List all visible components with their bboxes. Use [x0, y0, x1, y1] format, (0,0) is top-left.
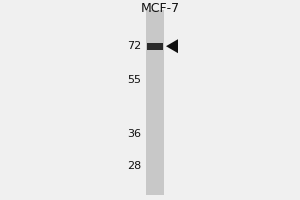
Bar	[146, 10, 164, 195]
Text: 28: 28	[127, 161, 141, 171]
Text: 55: 55	[127, 75, 141, 85]
Polygon shape	[166, 39, 178, 53]
Text: MCF-7: MCF-7	[140, 1, 180, 15]
Text: 36: 36	[127, 129, 141, 139]
Text: 72: 72	[127, 41, 141, 51]
Bar	[147, 43, 163, 50]
